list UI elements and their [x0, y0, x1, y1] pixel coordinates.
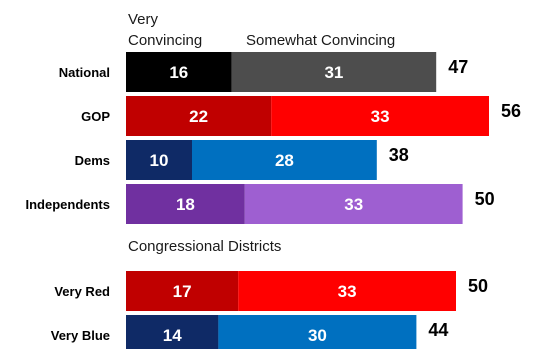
- value-somewhat-independents: 33: [344, 195, 363, 214]
- bar-very-independents: [126, 184, 245, 224]
- bar-somewhat-gop: [271, 96, 489, 136]
- value-somewhat-dems: 28: [275, 151, 294, 170]
- row-label-national: National: [59, 65, 110, 80]
- value-somewhat-very-blue: 30: [308, 326, 327, 345]
- value-very-very-red: 17: [173, 282, 192, 301]
- legend-very-line1: Very: [128, 11, 159, 28]
- bar-somewhat-very-blue: [218, 315, 417, 349]
- row-label-very-blue: Very Blue: [51, 328, 110, 343]
- total-very-blue: 44: [428, 320, 448, 340]
- value-very-independents: 18: [176, 195, 195, 214]
- total-dems: 38: [389, 145, 409, 165]
- total-national: 47: [448, 57, 468, 77]
- row-label-independents: Independents: [25, 197, 110, 212]
- row-label-dems: Dems: [75, 153, 110, 168]
- row-label-gop: GOP: [81, 109, 110, 124]
- value-somewhat-very-red: 33: [338, 282, 357, 301]
- total-very-red: 50: [468, 276, 488, 296]
- value-very-dems: 10: [150, 151, 169, 170]
- legend-somewhat: Somewhat Convincing: [246, 32, 395, 49]
- bar-very-gop: [126, 96, 272, 136]
- bar-very-national: [126, 52, 232, 92]
- bar-very-very-blue: [126, 315, 219, 349]
- value-somewhat-national: 31: [324, 63, 343, 82]
- value-very-very-blue: 14: [163, 326, 182, 345]
- bar-somewhat-national: [231, 52, 437, 92]
- value-somewhat-gop: 33: [371, 107, 390, 126]
- section-label: Congressional Districts: [128, 238, 281, 255]
- row-label-very-red: Very Red: [54, 284, 110, 299]
- bar-very-dems: [126, 140, 192, 180]
- bar-somewhat-very-red: [238, 271, 456, 311]
- bar-very-very-red: [126, 271, 239, 311]
- total-independents: 50: [475, 189, 495, 209]
- bars-group: National 16 31 47 GOP 22 33 56 Dems 10 28 38 Indepen…: [25, 52, 521, 349]
- value-very-gop: 22: [189, 107, 208, 126]
- bar-somewhat-dems: [192, 140, 377, 180]
- total-gop: 56: [501, 101, 521, 121]
- bar-somewhat-independents: [244, 184, 463, 224]
- value-very-national: 16: [169, 63, 188, 82]
- legend-very-line2: Convincing: [128, 32, 202, 49]
